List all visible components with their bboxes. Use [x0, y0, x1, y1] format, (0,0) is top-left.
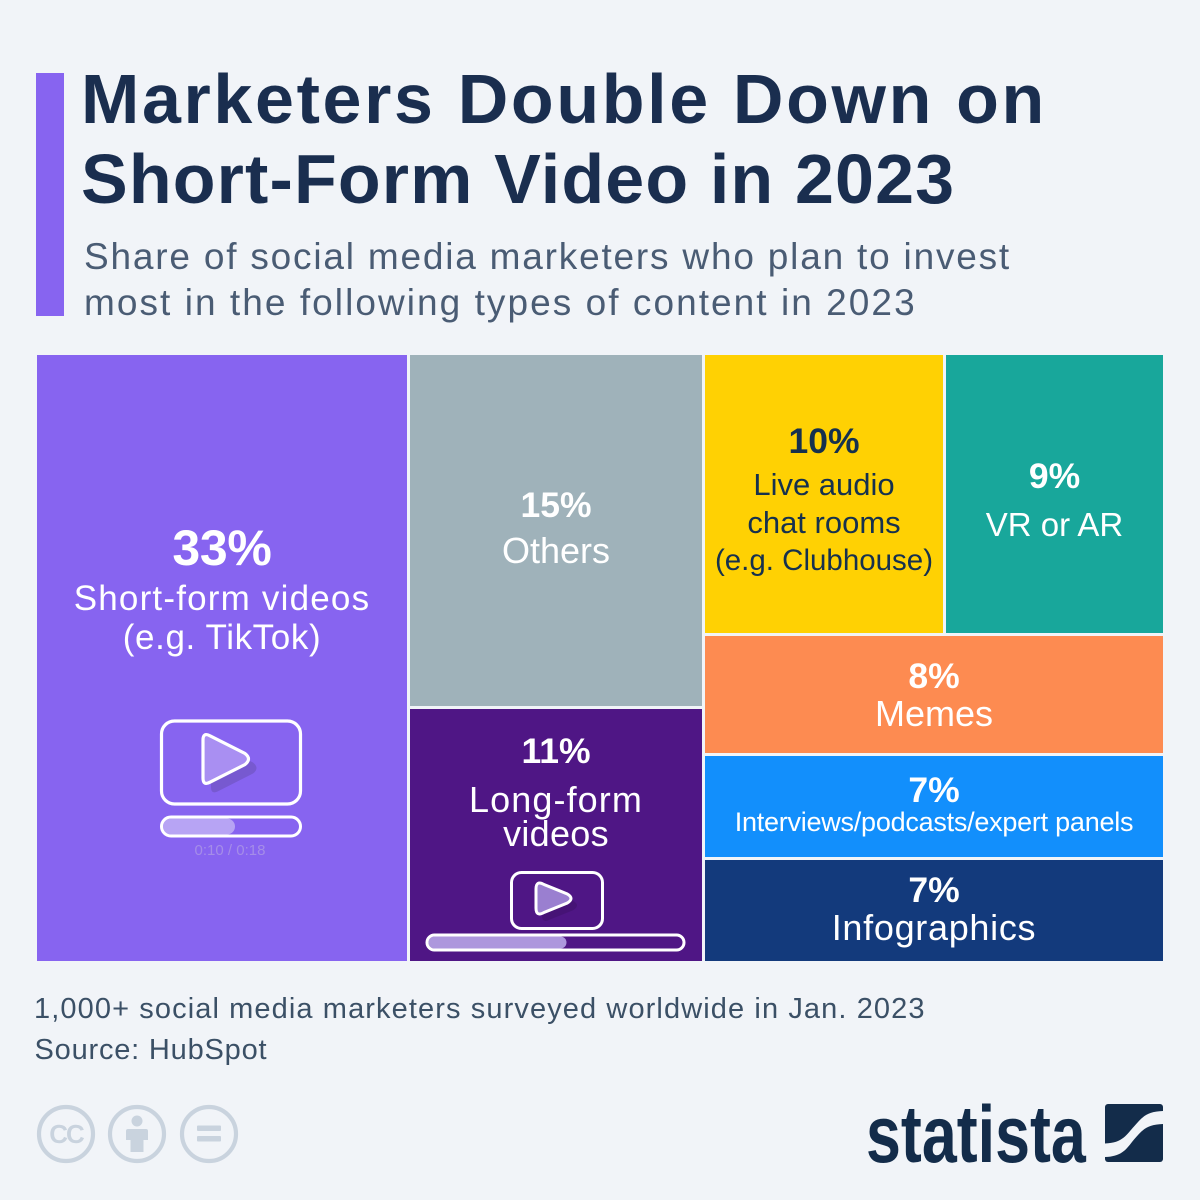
svg-text:CC: CC: [49, 1119, 85, 1149]
